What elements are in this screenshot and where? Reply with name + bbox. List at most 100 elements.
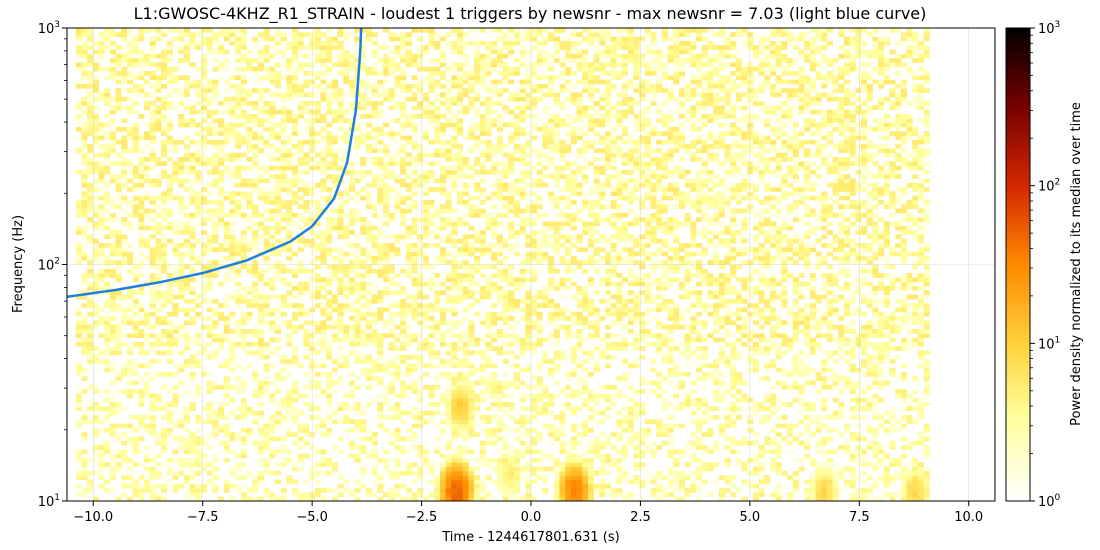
heatmap-cell [445, 359, 452, 364]
heatmap-cell [235, 376, 242, 381]
heatmap-cell [752, 470, 760, 476]
heatmap-cell [297, 466, 304, 472]
heatmap-cell [326, 397, 333, 403]
heatmap-cell [633, 402, 640, 407]
heatmap-cell [104, 449, 111, 455]
heatmap-cell [752, 492, 760, 498]
heatmap-cell [502, 423, 509, 429]
heatmap-cell [126, 243, 134, 248]
heatmap-cell [684, 251, 691, 257]
heatmap-cell [531, 320, 538, 326]
heatmap-cell [502, 410, 509, 416]
heatmap-cell [883, 333, 890, 338]
heatmap-cell [206, 384, 213, 390]
heatmap-cell [314, 341, 321, 347]
heatmap-cell [166, 290, 173, 295]
heatmap-cell [565, 286, 572, 291]
heatmap-cell [229, 432, 236, 437]
heatmap-cell [559, 350, 566, 356]
heatmap-cell [610, 432, 617, 437]
heatmap-cell [348, 372, 355, 377]
heatmap-cell [770, 488, 777, 493]
heatmap-cell [826, 462, 833, 467]
heatmap-cell [752, 251, 760, 257]
heatmap-cell [166, 333, 173, 338]
heatmap-cell [138, 273, 145, 278]
heatmap-cell [371, 466, 378, 472]
heatmap-cell [371, 462, 378, 467]
heatmap-cell [92, 303, 99, 308]
heatmap-cell [644, 341, 651, 347]
heatmap-cell [320, 470, 327, 476]
heatmap-cell [730, 410, 737, 416]
heatmap-cell [889, 410, 896, 416]
heatmap-cell [582, 496, 589, 501]
heatmap-cell [81, 376, 88, 381]
heatmap-cell [849, 350, 856, 356]
heatmap-cell [149, 492, 156, 498]
heatmap-cell [274, 415, 282, 420]
heatmap-cell [200, 251, 208, 257]
heatmap-cell [616, 311, 623, 317]
heatmap-cell [462, 333, 469, 338]
heatmap-cell [826, 479, 833, 485]
heatmap-cell [809, 432, 816, 437]
heatmap-cell [599, 277, 606, 283]
heatmap-cell [599, 281, 606, 287]
heatmap-cell [843, 423, 851, 429]
heatmap-cell [764, 294, 771, 300]
heatmap-cell [895, 462, 902, 467]
heatmap-cell [400, 449, 407, 455]
heatmap-cell [491, 273, 498, 278]
heatmap-cell [536, 320, 543, 326]
heatmap-cell [604, 415, 612, 420]
heatmap-cell [246, 406, 253, 412]
heatmap-cell [917, 294, 925, 300]
heatmap-cell [229, 410, 236, 416]
heatmap-cell [923, 320, 930, 326]
heatmap-cell [644, 281, 651, 287]
heatmap-cell [365, 290, 373, 295]
heatmap-cell [337, 380, 344, 386]
heatmap-cell [673, 496, 680, 501]
heatmap-cell [593, 268, 600, 274]
heatmap-cell [377, 376, 384, 381]
heatmap-cell [604, 458, 612, 463]
heatmap-cell [75, 458, 82, 463]
heatmap-cell [701, 376, 708, 381]
heatmap-cell [718, 496, 725, 501]
heatmap-cell [519, 277, 526, 283]
heatmap-cell [428, 346, 435, 351]
heatmap-cell [81, 277, 88, 283]
heatmap-cell [286, 389, 293, 394]
heatmap-cell [377, 410, 384, 416]
heatmap-cell [292, 350, 299, 356]
heatmap-cell [730, 354, 737, 360]
heatmap-cell [235, 298, 242, 304]
heatmap-cell [531, 277, 538, 283]
heatmap-cell [178, 281, 185, 287]
heatmap-cell [513, 479, 521, 485]
heatmap-cell [109, 432, 116, 437]
heatmap-cell [303, 423, 310, 429]
heatmap-cell [297, 311, 304, 317]
heatmap-cell [741, 496, 748, 501]
heatmap-cell [906, 415, 913, 420]
heatmap-cell [883, 316, 890, 321]
heatmap-cell [229, 337, 236, 343]
heatmap-cell [582, 492, 589, 498]
heatmap-cell [371, 363, 378, 369]
heatmap-cell [843, 273, 851, 278]
heatmap-cell [479, 479, 486, 485]
heatmap-cell [269, 492, 276, 498]
heatmap-cell [616, 341, 623, 347]
heatmap-cell [337, 234, 344, 240]
heatmap-cell [496, 277, 503, 283]
heatmap-cell [553, 363, 560, 369]
heatmap-cell [684, 273, 691, 278]
heatmap-cell [439, 290, 447, 295]
heatmap-cell [235, 483, 242, 489]
heatmap-cell [394, 238, 401, 244]
heatmap-cell [508, 470, 515, 476]
heatmap-cell [479, 363, 486, 369]
